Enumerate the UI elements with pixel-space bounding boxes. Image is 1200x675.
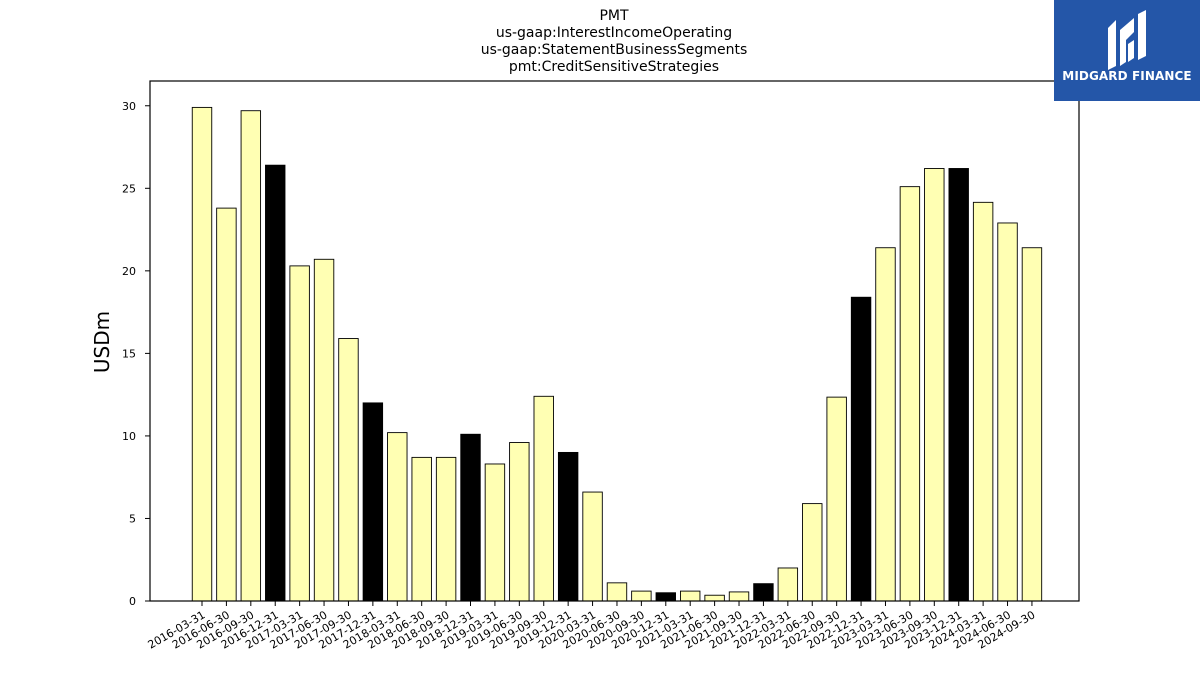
bar-2016-06-30 xyxy=(216,207,237,602)
bar-2016-12-31 xyxy=(265,164,286,602)
bar-2022-12-31 xyxy=(850,296,872,602)
bar-2016-03-31 xyxy=(191,106,213,602)
bar-2019-12-31 xyxy=(557,451,579,602)
bar-2019-03-31 xyxy=(484,463,506,602)
bar-2020-12-31 xyxy=(655,592,676,602)
midgard-finance-logo: MIDGARD FINANCE xyxy=(1054,0,1200,101)
y-tick-label: 30 xyxy=(122,100,136,113)
bar-2023-09-30 xyxy=(924,168,945,602)
bar-2017-09-30 xyxy=(338,338,359,602)
bar-2018-03-31 xyxy=(387,432,408,602)
bar-2022-06-30 xyxy=(802,503,823,602)
bar-2023-06-30 xyxy=(899,186,921,602)
bar-2022-09-30 xyxy=(826,396,847,602)
bar-2023-03-31 xyxy=(875,247,896,602)
chart-title: PMTus-gaap:InterestIncomeOperatingus-gaa… xyxy=(481,8,748,75)
bars-group xyxy=(191,106,1043,602)
bar-2024-06-30 xyxy=(997,222,1018,602)
midgard-m-logo-icon xyxy=(1108,10,1146,70)
chart-title-line: us-gaap:InterestIncomeOperating xyxy=(496,25,732,41)
y-tick-label: 0 xyxy=(129,595,136,608)
bar-2018-06-30 xyxy=(411,456,432,602)
bar-2021-06-30 xyxy=(704,594,725,602)
bar-2021-12-31 xyxy=(753,583,774,602)
y-axis-label: USDm xyxy=(90,311,114,373)
chart-title-line: us-gaap:StatementBusinessSegments xyxy=(481,42,748,58)
bar-2017-12-31 xyxy=(362,402,384,602)
logo-text: MIDGARD FINANCE xyxy=(1062,69,1192,83)
bar-2020-03-31 xyxy=(582,491,603,602)
chart-title-line: pmt:CreditSensitiveStrategies xyxy=(509,59,719,75)
chart-title-line: PMT xyxy=(599,8,629,24)
bar-2022-03-31 xyxy=(777,567,799,602)
bar-2016-09-30 xyxy=(240,110,262,602)
bar-2019-09-30 xyxy=(533,395,554,602)
plot-frame xyxy=(149,80,1080,602)
bar-2024-09-30 xyxy=(1021,247,1043,602)
bar-2020-09-30 xyxy=(631,590,652,602)
bar-2017-03-31 xyxy=(289,265,310,602)
bar-2023-12-31 xyxy=(948,168,969,602)
y-tick-label: 20 xyxy=(122,265,136,278)
bar-2017-06-30 xyxy=(313,258,335,602)
bar-2021-09-30 xyxy=(728,591,750,602)
x-axis: 2016-03-312016-06-302016-09-302016-12-31… xyxy=(146,601,1037,652)
bar-2021-03-31 xyxy=(680,590,701,602)
y-axis: 0 5 10 15 20 25 30 xyxy=(122,100,150,608)
bar-2019-06-30 xyxy=(509,442,530,602)
y-tick-label: 5 xyxy=(129,512,136,525)
y-tick-label: 25 xyxy=(122,182,136,195)
bar-2018-09-30 xyxy=(435,456,457,602)
bar-2018-12-31 xyxy=(460,433,481,602)
bar-2024-03-31 xyxy=(972,201,994,602)
y-tick-label: 10 xyxy=(122,430,136,443)
y-tick-label: 15 xyxy=(122,347,136,360)
bar-2020-06-30 xyxy=(606,582,628,602)
